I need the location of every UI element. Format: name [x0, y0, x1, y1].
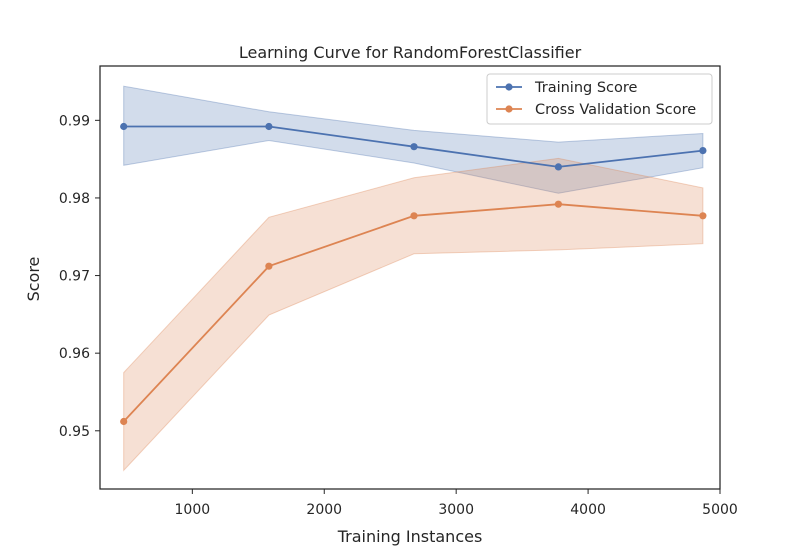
y-axis-ticks: 0.95 0.96 0.97 0.98 0.99: [59, 113, 100, 440]
x-tick-label: 2000: [306, 502, 342, 518]
band-cross-validation: [123, 157, 704, 472]
y-tick-label: 0.96: [59, 346, 90, 362]
point-training: [699, 147, 707, 155]
y-tick-label: 0.95: [59, 424, 90, 440]
point-training: [554, 163, 563, 171]
x-axis-label: Training Instances: [337, 527, 483, 546]
y-axis-label: Score: [24, 257, 43, 302]
y-tick-label: 0.99: [59, 113, 90, 129]
y-tick-label: 0.97: [59, 269, 90, 285]
legend-marker-cross-validation: [505, 105, 513, 113]
point-cross-validation: [265, 262, 273, 270]
point-cross-validation: [410, 212, 418, 220]
series-points: [120, 122, 707, 426]
legend-label-cross-validation: Cross Validation Score: [535, 102, 696, 118]
x-tick-label: 1000: [175, 502, 211, 518]
point-training: [265, 122, 273, 131]
x-tick-label: 3000: [438, 502, 474, 518]
x-axis-ticks: 1000 2000 3000 4000 5000: [175, 489, 738, 518]
point-cross-validation: [554, 200, 563, 208]
point-training: [120, 122, 128, 131]
legend-marker-training: [505, 83, 513, 91]
point-training: [410, 143, 418, 151]
legend-label-training: Training Score: [534, 80, 638, 96]
point-cross-validation: [120, 417, 128, 426]
y-tick-label: 0.98: [59, 191, 90, 207]
plot-frame: [99, 65, 721, 490]
legend-box: [486, 73, 713, 125]
point-cross-validation: [699, 212, 707, 220]
legend: Training Score Cross Validation Score: [486, 73, 713, 125]
x-tick-label: 5000: [702, 502, 738, 518]
x-tick-label: 4000: [570, 502, 606, 518]
chart-title: Learning Curve for RandomForestClassifie…: [239, 43, 582, 62]
